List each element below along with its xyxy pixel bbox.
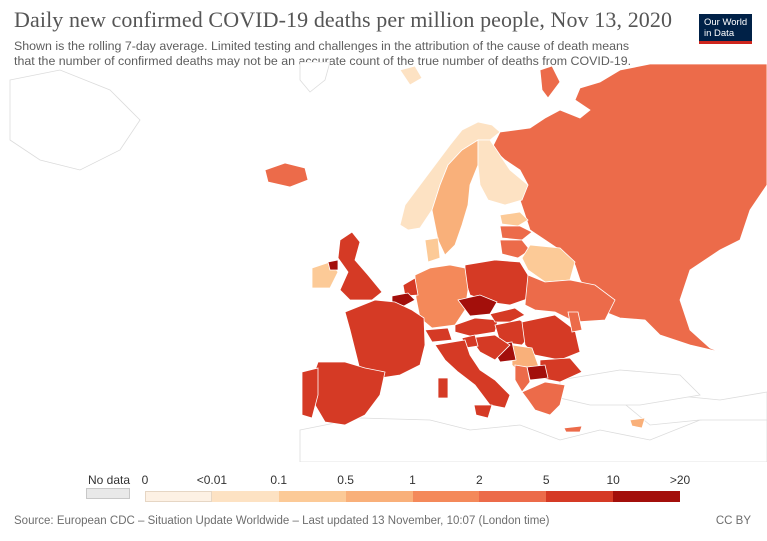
country-norway[interactable] [399, 121, 501, 231]
turkey-outline [559, 369, 701, 406]
background-land [9, 62, 767, 462]
country-czechia[interactable] [457, 294, 498, 317]
country-novaya-zemlya[interactable] [539, 65, 561, 99]
country-france[interactable] [344, 299, 426, 379]
no-data-label: No data [88, 473, 131, 487]
country-austria[interactable] [454, 317, 499, 337]
color-legend: No data 0 <0.01 0.1 0.5 1 2 5 10 >20 [0, 470, 767, 510]
country-crete[interactable] [563, 425, 583, 433]
legend-tick-label: 2 [476, 473, 483, 487]
country-northern-ireland[interactable] [327, 259, 339, 271]
country-sweden[interactable] [431, 139, 479, 256]
country-belgium[interactable] [391, 292, 416, 307]
country-spain[interactable] [309, 361, 386, 426]
legend-color-bin[interactable] [145, 491, 212, 502]
country-united-kingdom[interactable] [337, 231, 383, 301]
owid-logo[interactable]: Our World in Data [699, 14, 752, 44]
country-svalbard[interactable] [399, 65, 423, 86]
country-greece[interactable] [521, 381, 566, 416]
country-ukraine[interactable] [524, 274, 616, 323]
country-switzerland[interactable] [424, 327, 453, 343]
country-netherlands[interactable] [402, 277, 419, 297]
country-sicily[interactable] [473, 404, 493, 419]
legend-color-bin[interactable] [211, 491, 279, 502]
country-albania-montenegro[interactable] [514, 364, 531, 393]
country-latvia[interactable] [499, 225, 533, 241]
legend-tick-label: 0.1 [270, 473, 288, 487]
legend-color-bin[interactable] [412, 491, 480, 502]
country-north-macedonia[interactable] [526, 364, 549, 381]
no-data-swatch [86, 488, 130, 499]
subtitle-line-2: that the number of confirmed deaths may … [14, 54, 632, 68]
license-link[interactable]: CC BY [715, 515, 751, 527]
country-slovakia[interactable] [489, 307, 526, 323]
country-iceland[interactable] [264, 162, 309, 188]
greenland-outline [299, 62, 331, 93]
chart-title: Daily new confirmed COVID-19 deaths per … [14, 7, 673, 32]
country-croatia[interactable] [469, 334, 511, 361]
legend-tick-label: 0 [141, 473, 149, 487]
legend-color-bin[interactable] [479, 491, 547, 502]
legend-tick-label: 10 [606, 473, 620, 487]
legend-tick-label: <0.01 [196, 473, 228, 487]
country-sardinia[interactable] [437, 377, 449, 399]
chart-subtitle: Shown is the rolling 7-day average. Limi… [14, 39, 684, 69]
legend-tick-label: >20 [669, 473, 691, 487]
legend-color-bin[interactable] [278, 491, 346, 502]
country-italy[interactable] [434, 339, 511, 409]
logo-line-2: in Data [704, 28, 735, 39]
country-portugal[interactable] [301, 367, 319, 419]
logo-line-1: Our World [704, 17, 748, 28]
legend-tick-label: 5 [542, 473, 550, 487]
country-denmark[interactable] [424, 237, 441, 263]
subtitle-line-1: Shown is the rolling 7-day average. Limi… [14, 39, 630, 53]
europe-map[interactable] [0, 62, 767, 462]
source-note[interactable]: Source: European CDC – Situation Update … [14, 515, 550, 527]
countries [264, 63, 767, 433]
canada-arctic-outline [9, 69, 141, 171]
legend-tick-label: 0.5 [337, 473, 354, 487]
country-estonia[interactable] [499, 211, 529, 227]
legend-color-bin[interactable] [345, 491, 413, 502]
country-moldova[interactable] [567, 311, 583, 333]
country-finland[interactable] [477, 139, 529, 206]
north-africa-outline [299, 409, 767, 462]
legend-color-bin[interactable] [546, 491, 614, 502]
legend-color-bin[interactable] [613, 491, 680, 502]
country-romania[interactable] [521, 314, 581, 361]
legend-tick-label: 1 [409, 473, 416, 487]
country-cyprus[interactable] [629, 417, 646, 429]
